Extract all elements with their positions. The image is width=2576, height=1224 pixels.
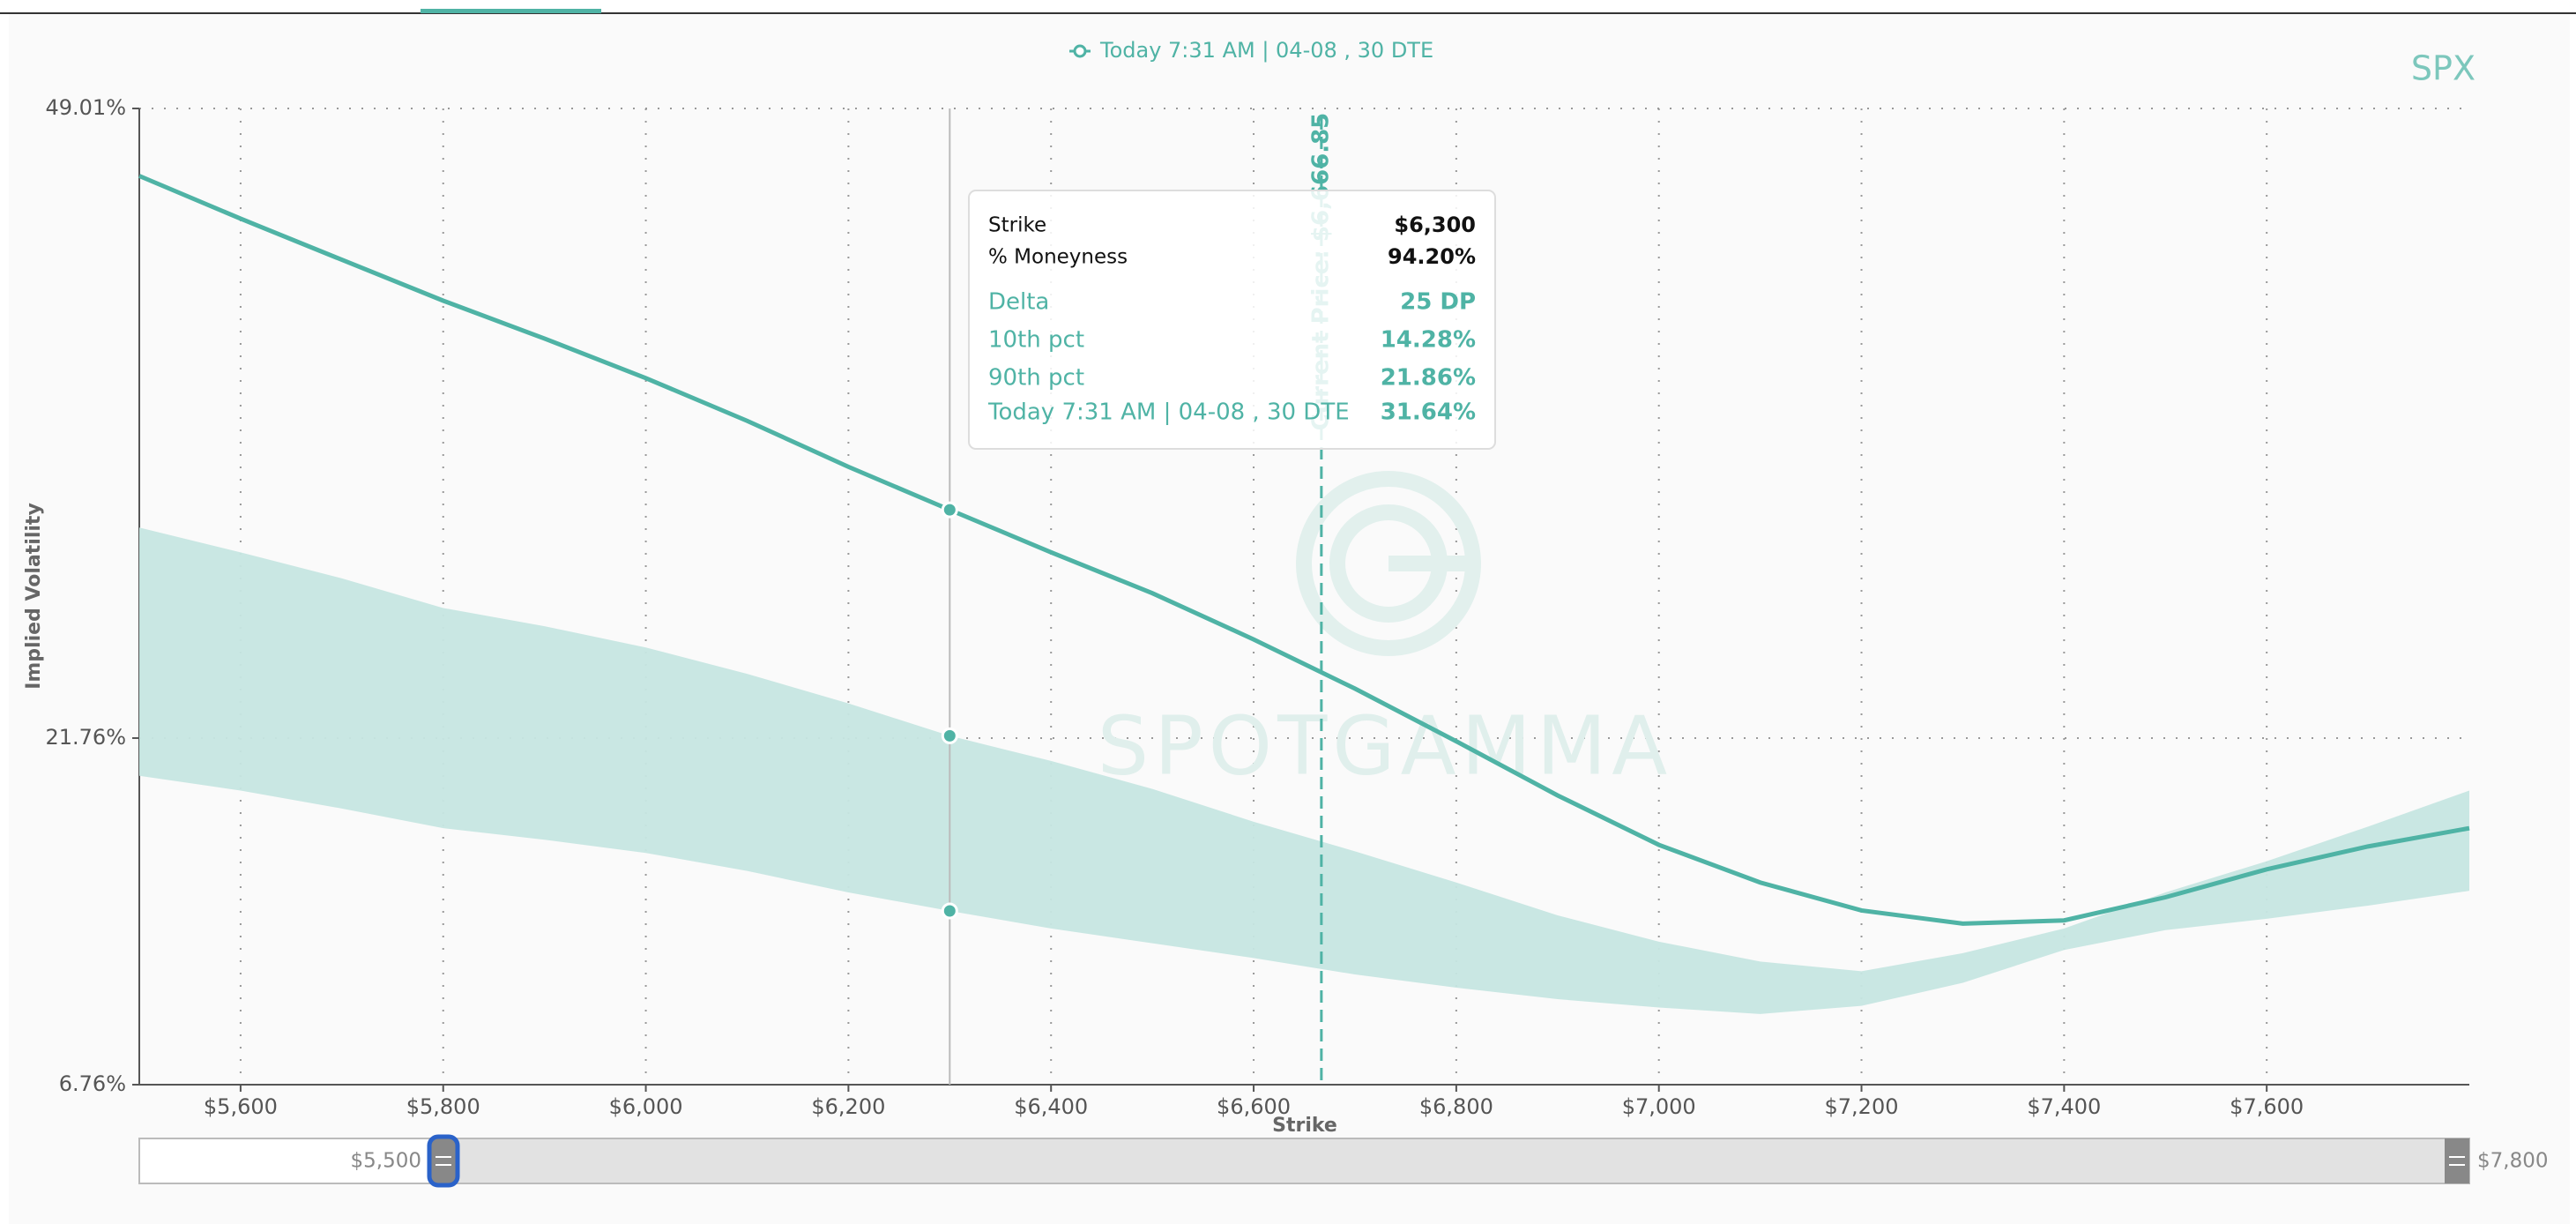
slider-max-label: $7,800	[2477, 1150, 2548, 1173]
tooltip-label: % Moneyness	[988, 246, 1128, 269]
tooltip-value: 25 DP	[1400, 289, 1476, 316]
chart-title: SPX	[2411, 49, 2475, 88]
watermark: SPOTGAMMA	[1098, 698, 1672, 793]
tooltip-value: $6,300	[1394, 213, 1476, 237]
slider-handle-left[interactable]	[427, 1134, 460, 1188]
slider-handle-right[interactable]	[2445, 1138, 2469, 1183]
x-tick-label: $6,600	[1217, 1094, 1291, 1119]
x-tick-label: $6,400	[1014, 1094, 1088, 1119]
active-tab[interactable]	[421, 9, 601, 13]
tooltip-value: 14.28%	[1381, 327, 1476, 354]
x-tick-label: $7,400	[2027, 1094, 2101, 1119]
x-axis-label: Strike	[1272, 1115, 1337, 1137]
legend-label[interactable]: Today 7:31 AM | 04-08 , 30 DTE	[1099, 38, 1433, 63]
tooltip-value: 21.86%	[1381, 365, 1476, 392]
iv-line	[138, 174, 2470, 926]
x-tick-label: $6,000	[609, 1094, 683, 1119]
tooltip-label: Strike	[988, 214, 1046, 237]
x-tick-label: $6,800	[1419, 1094, 1493, 1119]
y-tick-label: 49.01%	[45, 95, 126, 120]
x-tick-label: $7,200	[1825, 1094, 1899, 1119]
watermark-logo	[1296, 471, 1481, 656]
x-tick-label: $6,200	[811, 1094, 885, 1119]
tooltip-box	[968, 190, 1496, 450]
y-axis-label: Implied Volatility	[23, 503, 45, 690]
x-tick-label: $5,800	[406, 1094, 480, 1119]
hover-point	[941, 727, 958, 744]
tooltip-value: 94.20%	[1388, 244, 1476, 269]
y-tick-label: 6.76%	[59, 1071, 126, 1096]
x-tick-label: $7,600	[2230, 1094, 2304, 1119]
slider-min-label: $5,500	[351, 1150, 421, 1173]
tooltip-label: Today 7:31 AM | 04-08 , 30 DTE	[987, 399, 1350, 426]
y-tick-label: 21.76%	[45, 725, 126, 750]
percentile-band	[139, 527, 2469, 1014]
tooltip-label: 10th pct	[988, 327, 1084, 354]
tooltip-label: 90th pct	[988, 365, 1084, 392]
slider-range[interactable]	[443, 1139, 2448, 1183]
tooltip-value: 31.64%	[1381, 399, 1476, 426]
x-tick-label: $7,000	[1622, 1094, 1696, 1119]
tooltip-label: Delta	[988, 289, 1049, 316]
hover-point	[941, 501, 958, 519]
hover-point	[941, 902, 958, 920]
x-tick-label: $5,600	[204, 1094, 278, 1119]
legend-marker	[1073, 44, 1087, 58]
